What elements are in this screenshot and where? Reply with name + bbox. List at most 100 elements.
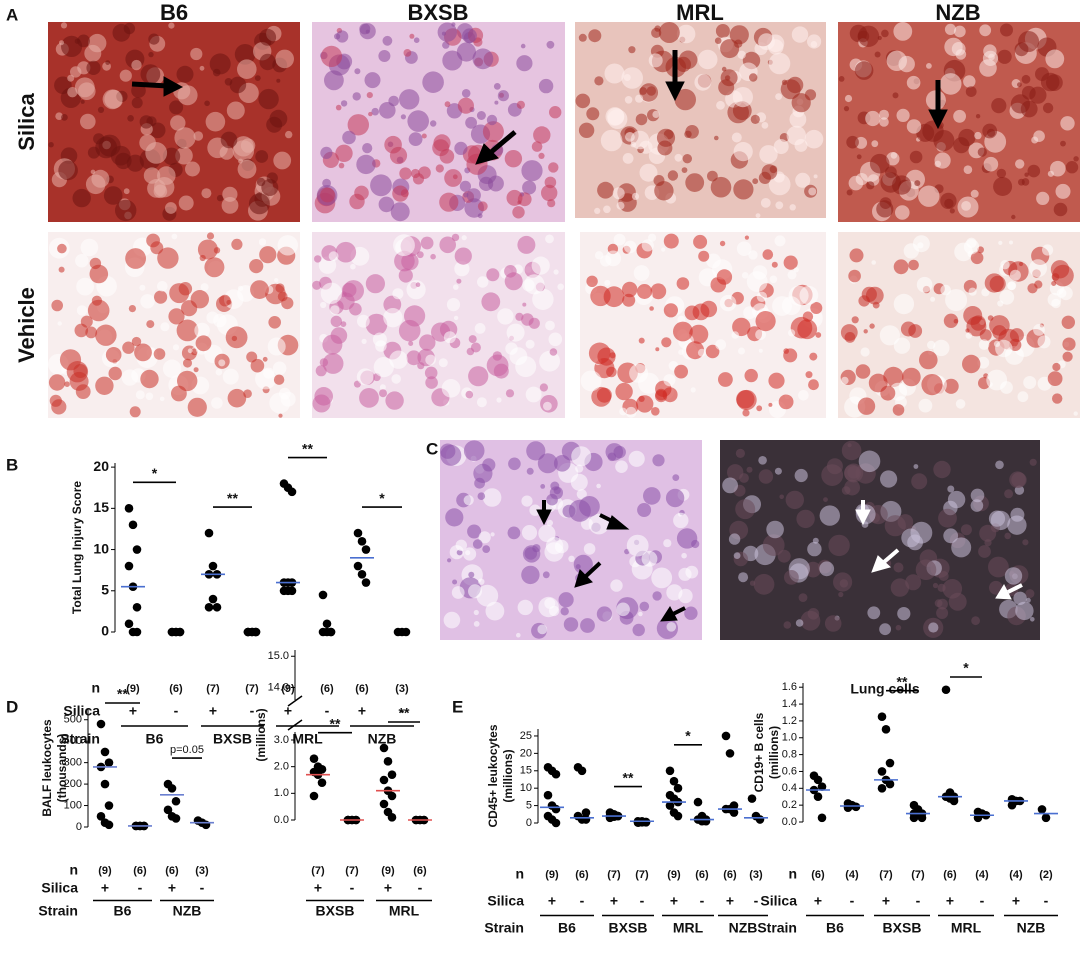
texture [616, 602, 630, 617]
texture [1047, 292, 1062, 307]
texture [115, 152, 132, 170]
texture [444, 101, 451, 108]
data-point [175, 627, 185, 637]
texture [390, 202, 410, 222]
texture [858, 450, 881, 473]
texture [439, 192, 459, 212]
texture [478, 578, 485, 585]
texture [938, 508, 957, 528]
silica-sign: - [325, 703, 330, 719]
texture [468, 584, 482, 599]
texture [541, 184, 558, 202]
texture [998, 240, 1003, 245]
texture [945, 289, 968, 312]
texture [70, 66, 82, 78]
data-point [605, 813, 615, 823]
texture [451, 22, 456, 27]
texture [752, 178, 759, 185]
texture [615, 460, 628, 474]
texture [524, 274, 545, 295]
significance-label: * [685, 727, 691, 743]
texture [768, 402, 773, 407]
data-point [387, 770, 397, 779]
texture [57, 321, 62, 326]
texture [682, 154, 692, 164]
texture [685, 173, 705, 193]
texture [398, 268, 413, 283]
texture [786, 125, 806, 146]
texture [350, 263, 356, 270]
texture [140, 369, 159, 389]
texture [240, 138, 256, 153]
texture [1004, 532, 1011, 540]
texture [890, 152, 898, 159]
texture [906, 119, 922, 134]
row-label: Silica [63, 703, 100, 719]
y-tick-label: 5 [526, 799, 532, 811]
texture [546, 519, 553, 527]
texture [406, 350, 422, 366]
texture [407, 110, 430, 132]
data-point [100, 747, 110, 757]
texture [938, 571, 949, 581]
texture [87, 299, 110, 322]
texture [140, 294, 155, 309]
texture [421, 133, 427, 139]
texture [578, 122, 595, 138]
texture [102, 89, 123, 110]
texture [175, 146, 193, 165]
y-axis-label: (millions) [254, 708, 268, 761]
texture [963, 75, 976, 88]
texture [622, 281, 638, 298]
texture [883, 366, 904, 387]
data-point [318, 590, 328, 600]
texture [465, 550, 471, 556]
texture [791, 26, 809, 43]
silica-sign: + [314, 880, 322, 896]
texture [637, 284, 652, 299]
y-axis-label: (millions) [767, 726, 781, 779]
texture [211, 397, 223, 409]
texture [774, 467, 782, 475]
texture [947, 485, 955, 493]
texture [641, 239, 654, 252]
strain-label: BXSB [609, 920, 648, 936]
texture [365, 313, 388, 336]
texture [643, 487, 661, 505]
texture [1055, 183, 1071, 199]
texture [468, 335, 477, 344]
silica-sign: - [350, 880, 355, 896]
texture [197, 239, 218, 260]
texture [482, 121, 504, 143]
texture [798, 390, 809, 401]
texture [338, 162, 345, 169]
texture [893, 562, 904, 573]
texture [97, 106, 105, 113]
silica-sign: - [754, 893, 759, 909]
texture [231, 335, 238, 342]
texture [795, 619, 804, 627]
texture [359, 388, 379, 408]
texture [378, 196, 395, 213]
texture [335, 241, 357, 263]
texture [606, 366, 617, 378]
texture [1021, 178, 1030, 186]
texture [453, 284, 459, 290]
texture [131, 97, 143, 109]
texture [438, 358, 448, 368]
texture [425, 376, 438, 389]
texture [573, 554, 593, 575]
texture [547, 199, 556, 208]
n-label: (4) [975, 869, 989, 881]
data-point [577, 766, 587, 776]
texture [755, 329, 766, 340]
texture [762, 534, 785, 556]
texture [227, 388, 247, 408]
texture [690, 387, 696, 393]
texture [796, 509, 815, 529]
data-point [843, 803, 853, 812]
texture [75, 384, 91, 399]
texture [413, 37, 420, 43]
texture [913, 464, 919, 469]
texture [148, 33, 160, 45]
